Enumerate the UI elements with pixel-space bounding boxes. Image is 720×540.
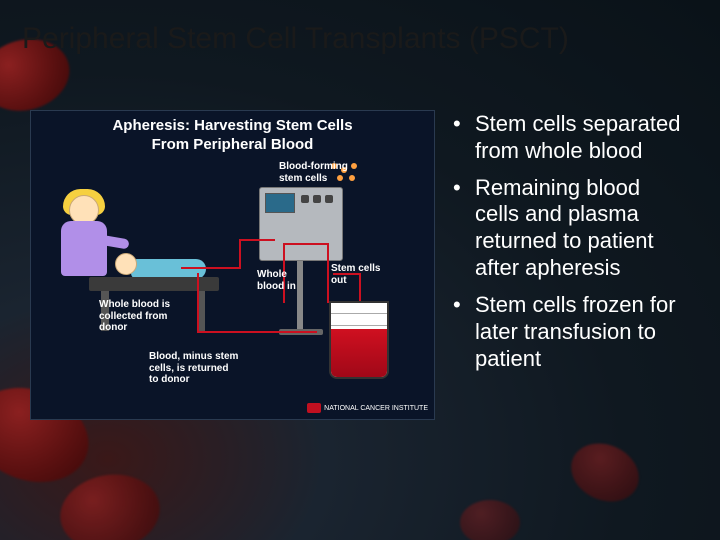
label-whole-collected: Whole blood is collected from donor [99, 299, 179, 334]
diagram-title-line1: Apheresis: Harvesting Stem Cells [112, 117, 352, 134]
label-stem-cells: Blood-forming stem cells [279, 161, 369, 184]
diagram-title-line2: From Peripheral Blood [41, 136, 424, 155]
source-badge: NATIONAL CANCER INSTITUTE [307, 403, 428, 413]
slide-title: Peripheral Stem Cell Transplants (PSCT) [22, 22, 569, 56]
tubing [283, 243, 329, 245]
nurse-body [61, 221, 107, 276]
patient-head [115, 253, 137, 275]
tubing [239, 239, 275, 241]
bed-top [89, 277, 219, 291]
tubing [327, 243, 329, 303]
machine-button [301, 195, 309, 203]
label-whole-in: Whole blood in [257, 269, 301, 292]
patient-body [131, 259, 206, 279]
tubing [181, 267, 241, 269]
label-cells-out: Stem cells out [331, 263, 381, 286]
machine-screen [265, 193, 295, 213]
machine-button [313, 195, 321, 203]
bullet-item: Stem cells separated from whole blood [453, 111, 690, 165]
label-blood-returned: Blood, minus stem cells, is returned to … [149, 351, 239, 386]
content-row: Apheresis: Harvesting Stem Cells From Pe… [0, 95, 720, 540]
apheresis-diagram: Apheresis: Harvesting Stem Cells From Pe… [30, 110, 435, 420]
tubing [197, 331, 317, 333]
tubing [239, 239, 241, 269]
bullet-item: Stem cells frozen for later transfusion … [453, 292, 690, 372]
bag-fill [331, 329, 387, 377]
bullet-list: Stem cells separated from whole blood Re… [435, 95, 720, 540]
collection-bag [329, 301, 389, 379]
machine-button [325, 195, 333, 203]
bullet-item: Remaining blood cells and plasma returne… [453, 175, 690, 282]
diagram-body: Blood-forming stem cells [31, 159, 434, 419]
diagram-title: Apheresis: Harvesting Stem Cells From Pe… [31, 111, 434, 157]
tubing [197, 273, 199, 333]
